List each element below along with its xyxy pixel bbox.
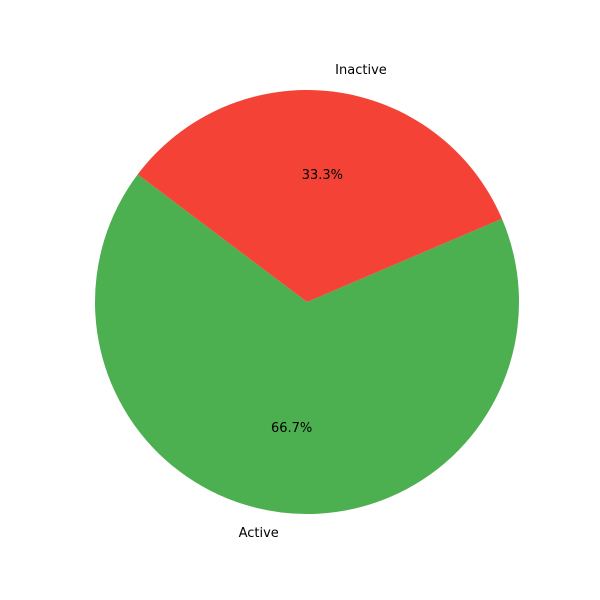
pie-slice-active [95, 174, 520, 514]
pct-label-inactive: 33.3% [302, 168, 343, 183]
pie-slice-inactive [137, 89, 502, 302]
pct-label-active: 66.7% [271, 421, 312, 436]
slice-label-active: Active [239, 526, 279, 541]
slice-label-inactive: Inactive [335, 63, 387, 78]
